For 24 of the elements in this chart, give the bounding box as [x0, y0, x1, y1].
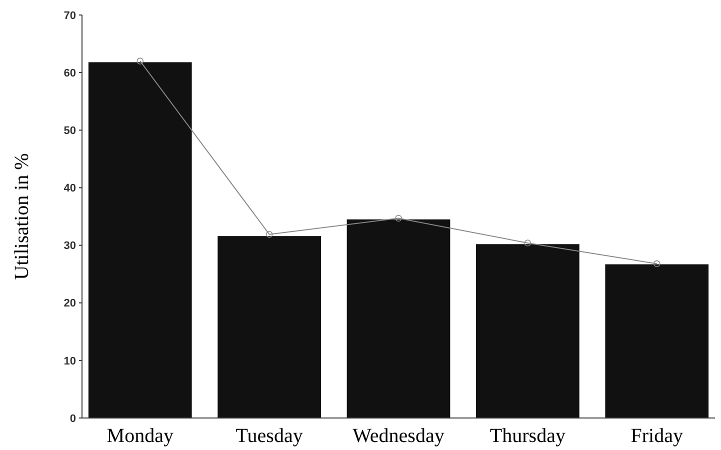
x-tick-label: Monday — [106, 425, 174, 447]
point — [136, 58, 144, 64]
bar — [346, 219, 450, 418]
y-tick-label: 0 — [70, 412, 76, 425]
bar — [218, 236, 321, 418]
point — [524, 240, 532, 246]
y-tick-label: 30 — [64, 240, 76, 252]
bar — [88, 62, 192, 418]
y-tick-label: 20 — [64, 298, 76, 310]
x-tick-label: Tuesday — [236, 425, 303, 447]
point — [395, 214, 402, 222]
y-tick-label: 50 — [64, 124, 76, 137]
bar — [476, 244, 580, 418]
y-tick-label: 70 — [64, 10, 76, 22]
point — [653, 260, 660, 268]
y-tick-label: 60 — [64, 67, 76, 80]
y-axis-title: Utilisation in % — [11, 153, 33, 280]
x-tick-label: Wednesday — [352, 425, 444, 447]
bar — [605, 264, 709, 418]
x-tick-label: Thursday — [490, 425, 566, 447]
y-tick-label: 40 — [64, 182, 76, 195]
x-tick-label: Friday — [630, 425, 683, 447]
point — [266, 230, 273, 238]
y-tick-label: 10 — [64, 355, 76, 368]
